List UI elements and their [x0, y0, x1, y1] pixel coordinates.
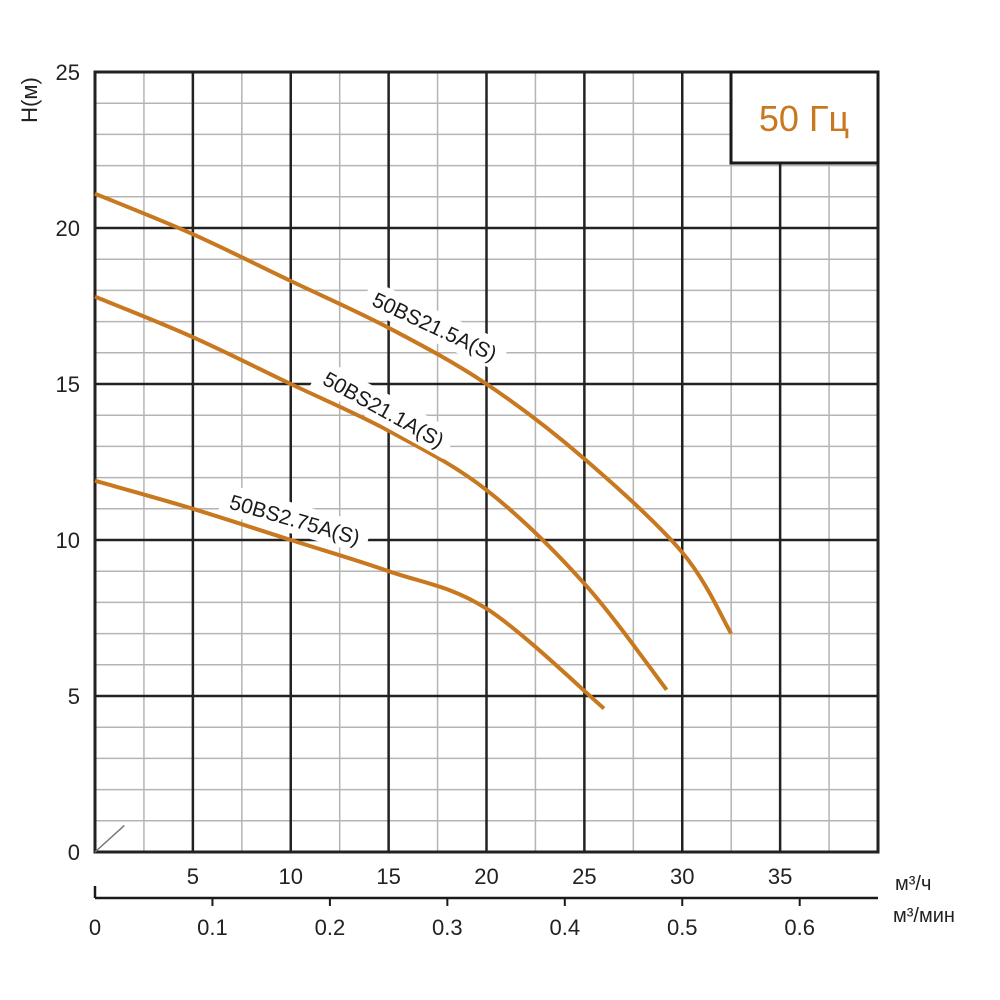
x-tick-label: 15 — [376, 864, 400, 889]
y-tick-label: 0 — [68, 840, 80, 865]
series-label-background — [310, 359, 458, 459]
series-curve-50bs2-75a — [94, 478, 606, 711]
y-tick-label: 5 — [68, 684, 80, 709]
x2-tick-label: 0.6 — [784, 915, 815, 940]
frequency-badge-label: 50 Гц — [759, 98, 849, 139]
plot-frame — [93, 70, 880, 854]
y-tick-label: 20 — [56, 216, 80, 241]
secondary-x-axis: 0 0.1 0.2 0.3 0.4 0.5 0.6 — [89, 886, 878, 940]
x2-tick-label: 0.5 — [667, 915, 698, 940]
x2-tick-label: 0 — [89, 915, 101, 940]
series-label-50bs2-75a-group: 50BS2.75A(S) — [217, 483, 373, 555]
x2-tick-label: 0.3 — [432, 915, 463, 940]
series-label-50bs21-1a: 50BS21.1A(S) — [319, 368, 448, 453]
y-tick-label: 15 — [56, 372, 80, 397]
frequency-badge: 50 Гц — [729, 70, 880, 165]
x-tick-label: 5 — [187, 864, 199, 889]
x-tick-label: 35 — [768, 864, 792, 889]
x2-tick-label: 0.4 — [550, 915, 581, 940]
series-label-background — [359, 280, 511, 372]
x-tick-label: 20 — [474, 864, 498, 889]
x-tick-labels: 5 10 15 20 25 30 35 — [187, 864, 793, 889]
x-tick-label: 25 — [572, 864, 596, 889]
series-curve-50bs21-5a — [94, 191, 733, 635]
x2-tick-label: 0.2 — [315, 915, 346, 940]
series-curve-50bs21-1a — [94, 294, 669, 692]
frequency-badge-box — [729, 70, 880, 165]
y-tick-label: 10 — [56, 528, 80, 553]
x-axis-unit-label: м³/ч — [895, 873, 931, 895]
major-grid — [93, 70, 880, 854]
x-tick-label: 10 — [279, 864, 303, 889]
x2-tick-label: 0.1 — [197, 915, 228, 940]
series-label-background — [217, 483, 373, 555]
y-tick-label: 25 — [56, 60, 80, 85]
x2-axis-unit-label: м³/мин — [893, 905, 955, 927]
series-label-50bs21-1a-group: 50BS21.1A(S) — [310, 359, 458, 459]
y-tick-labels: 0 5 10 15 20 25 — [56, 60, 80, 865]
x-tick-label: 30 — [670, 864, 694, 889]
origin-tick — [94, 824, 125, 853]
y-axis-label: H(м) — [17, 77, 42, 123]
curves — [94, 191, 733, 711]
